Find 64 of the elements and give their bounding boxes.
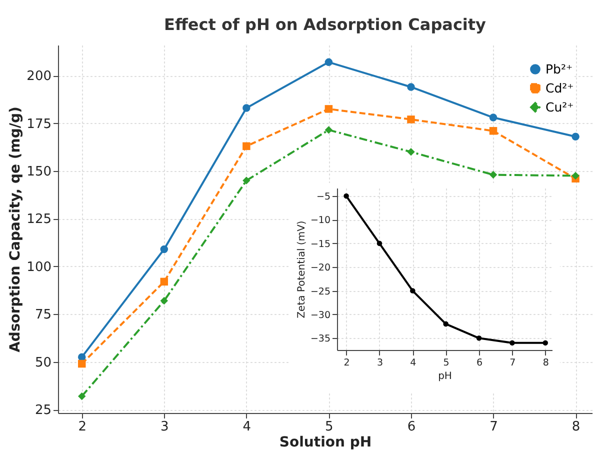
y-tick-label: 25 — [34, 403, 52, 418]
point — [78, 353, 86, 361]
y-tick-label: 175 — [26, 116, 52, 132]
point — [489, 127, 498, 135]
legend-label: Cu²⁺ — [546, 99, 574, 114]
x-tick-label: 7 — [510, 358, 516, 368]
y-tick-label: −20 — [310, 262, 330, 274]
point — [542, 340, 548, 346]
point — [242, 104, 250, 112]
y-tick-label: −30 — [310, 310, 330, 321]
x-tick-label: 3 — [160, 420, 169, 434]
y-tick-label: 200 — [26, 69, 52, 84]
point — [510, 340, 515, 346]
point — [443, 321, 448, 327]
y-tick-label: −5 — [316, 192, 330, 203]
point — [572, 132, 580, 140]
point — [324, 58, 333, 66]
x-axis-title: pH — [438, 371, 452, 382]
y-tick-label: 150 — [26, 164, 52, 180]
x-tick-label: 3 — [376, 358, 383, 368]
x-tick-label: 5 — [443, 358, 450, 368]
legend-label: Pb²⁺ — [546, 61, 573, 76]
x-tick-label: 7 — [490, 420, 498, 434]
point — [489, 114, 498, 122]
x-tick-label: 2 — [344, 358, 350, 368]
point — [324, 105, 333, 113]
x-tick-label: 8 — [542, 358, 549, 368]
y-axis-title: Adsorption Capacity, qe (mg/g) — [8, 106, 24, 352]
y-tick-label: 50 — [34, 355, 52, 370]
x-tick-label: 6 — [476, 358, 483, 368]
y-tick-label: −35 — [310, 334, 330, 345]
point — [407, 148, 415, 156]
point — [324, 126, 333, 134]
x-tick-label: 2 — [78, 420, 86, 434]
x-tick-label: 5 — [325, 420, 334, 434]
point — [407, 83, 415, 91]
y-tick-label: 75 — [34, 308, 52, 323]
point — [572, 172, 580, 180]
point — [407, 116, 415, 124]
y-tick-label: −25 — [310, 286, 330, 298]
x-axis-title: Solution pH — [279, 434, 372, 450]
point — [376, 240, 382, 246]
x-tick-label: 4 — [242, 420, 252, 434]
point — [78, 360, 86, 368]
point — [344, 193, 349, 199]
x-tick-label: 4 — [410, 358, 416, 368]
point — [489, 170, 498, 179]
y-tick-label: −15 — [310, 238, 330, 250]
y-tick-label: 100 — [26, 260, 52, 275]
point — [160, 245, 168, 254]
y-tick-label: 125 — [26, 212, 52, 228]
y-axis-title: Zeta Potential (mV) — [296, 220, 308, 318]
point — [242, 142, 250, 150]
point — [242, 176, 250, 184]
point — [160, 278, 168, 286]
chart-title: Effect of pH on Adsorption Capacity — [164, 15, 487, 34]
point — [476, 336, 482, 341]
point — [78, 392, 86, 400]
point — [160, 296, 168, 305]
x-tick-label: 6 — [407, 420, 416, 434]
x-tick-label: 8 — [572, 420, 580, 434]
point — [410, 288, 416, 294]
y-tick-label: −10 — [310, 215, 330, 226]
legend-label: Cd²⁺ — [546, 80, 574, 96]
